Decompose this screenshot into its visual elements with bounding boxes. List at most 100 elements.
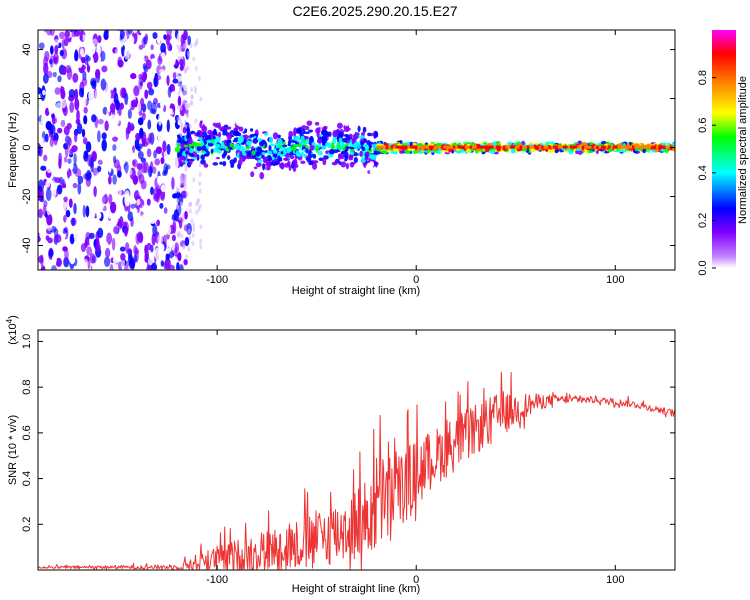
- heatmap-cell: [321, 136, 327, 141]
- heatmap-cell: [177, 95, 182, 107]
- heatmap-cell: [550, 148, 556, 153]
- heatmap-cell: [157, 234, 163, 246]
- heatmap-cell: [77, 182, 82, 195]
- heatmap-cell: [144, 89, 149, 100]
- heatmap-cell: [660, 145, 664, 149]
- heatmap-cell: [108, 163, 112, 173]
- heatmap-cell: [365, 167, 369, 172]
- heatmap-cell: [101, 65, 108, 73]
- heatmap-cell: [87, 171, 92, 180]
- heatmap-cell: [65, 162, 69, 172]
- heatmap-cell: [245, 146, 251, 150]
- heatmap-cell: [92, 204, 97, 211]
- heatmap-cell: [94, 110, 101, 118]
- heatmap-cell: [192, 226, 196, 232]
- heatmap-cell: [135, 232, 141, 245]
- heatmap-cell: [360, 131, 365, 137]
- heatmap-cell: [184, 90, 188, 96]
- heatmap-cell: [325, 142, 331, 147]
- heatmap-cell: [124, 161, 129, 174]
- heatmap-cell: [120, 253, 126, 261]
- heatmap-cell: [147, 119, 152, 130]
- heatmap-cell: [148, 88, 155, 96]
- heatmap-cell: [119, 102, 124, 110]
- heatmap-cell: [350, 151, 355, 156]
- heatmap-cell: [581, 145, 585, 149]
- heatmap-cell: [517, 145, 521, 149]
- heatmap-cell: [72, 182, 78, 189]
- heatmap-cell: [45, 188, 52, 202]
- heatmap-cell: [57, 127, 63, 134]
- heatmap-cell: [61, 78, 66, 87]
- heatmap-cell: [388, 145, 392, 149]
- heatmap-cell: [62, 65, 67, 76]
- heatmap-cell: [189, 201, 192, 207]
- spectrogram-ylabel: Frequency (Hz): [7, 112, 19, 188]
- heatmap-cell: [667, 145, 671, 149]
- heatmap-cell: [306, 156, 312, 163]
- snr-line: [38, 371, 675, 570]
- heatmap-cell: [124, 92, 129, 106]
- heatmap-cell: [133, 244, 137, 256]
- heatmap-cell: [150, 176, 156, 189]
- heatmap-cell: [642, 148, 646, 154]
- heatmap-cell: [521, 140, 525, 146]
- heatmap-cell: [165, 253, 170, 261]
- spectrogram-frame: [37, 29, 676, 271]
- heatmap-cell: [176, 261, 180, 270]
- heatmap-cell: [135, 132, 141, 141]
- heatmap-cell: [448, 148, 452, 153]
- heatmap-cell: [295, 135, 301, 142]
- heatmap-cell: [89, 156, 94, 169]
- heatmap-cell: [52, 252, 57, 266]
- heatmap-cell: [219, 161, 223, 165]
- heatmap-cell: [179, 151, 183, 158]
- heatmap-cell: [97, 130, 101, 143]
- heatmap-cell: [97, 118, 104, 125]
- heatmap-cell: [222, 129, 228, 134]
- heatmap-cell: [150, 186, 154, 196]
- heatmap-cell: [512, 145, 516, 149]
- heatmap-cell: [587, 150, 591, 153]
- heatmap-cell: [338, 161, 342, 165]
- heatmap-cell: [658, 145, 662, 149]
- heatmap-cell: [149, 217, 156, 224]
- heatmap-cell: [67, 158, 72, 165]
- heatmap-cell: [264, 132, 269, 136]
- heatmap-cell: [426, 145, 430, 149]
- heatmap-cell: [146, 148, 152, 158]
- heatmap-cell: [598, 145, 602, 149]
- heatmap-cell: [467, 145, 471, 149]
- heatmap-cell: [138, 77, 143, 90]
- heatmap-cell: [233, 127, 237, 132]
- heatmap-cell: [269, 158, 273, 161]
- spectrogram-xlabel: Height of straight line (km): [292, 285, 420, 297]
- heatmap-cell: [176, 44, 180, 50]
- heatmap-cell: [185, 191, 189, 197]
- heatmap-cell: [327, 131, 332, 137]
- heatmap-cell: [189, 100, 193, 106]
- spectrogram-ytick-label: 40: [21, 43, 33, 55]
- heatmap-cell: [672, 147, 675, 152]
- heatmap-cell: [110, 114, 116, 121]
- heatmap-cell: [435, 142, 441, 147]
- heatmap-cell: [123, 47, 130, 60]
- heatmap-cell: [162, 104, 167, 113]
- heatmap-cell: [162, 140, 167, 153]
- heatmap-cell: [237, 158, 243, 166]
- heatmap-cell: [194, 65, 198, 71]
- heatmap-cell: [255, 125, 260, 129]
- heatmap-cell: [45, 120, 52, 131]
- heatmap-cell: [198, 188, 202, 194]
- heatmap-cell: [336, 122, 343, 129]
- heatmap-cell: [49, 137, 54, 148]
- heatmap-cell: [357, 125, 361, 133]
- heatmap-cell: [199, 121, 203, 129]
- heatmap-cell: [407, 145, 411, 149]
- heatmap-cell: [481, 145, 485, 149]
- heatmap-cell: [293, 127, 298, 135]
- heatmap-cell: [79, 48, 85, 57]
- heatmap-cell: [353, 156, 358, 164]
- heatmap-cell: [178, 87, 182, 93]
- heatmap-cell: [168, 108, 173, 115]
